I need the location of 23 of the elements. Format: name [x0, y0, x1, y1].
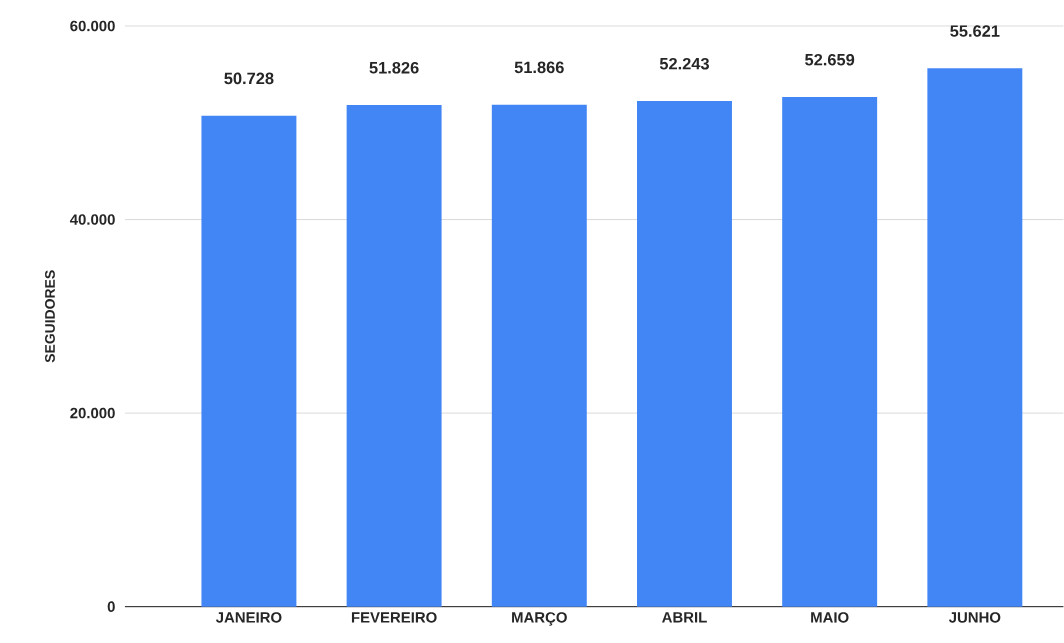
- y-axis-title: SEGUIDORES: [45, 270, 55, 363]
- y-tick-label: 60.000: [70, 20, 115, 32]
- bar: [927, 68, 1023, 607]
- data-label: 50.728: [224, 72, 274, 85]
- x-tick-label: JUNHO: [948, 612, 1001, 623]
- y-tick-label: 20.000: [70, 407, 115, 419]
- data-label: 55.621: [950, 25, 1000, 38]
- x-tick-label: JANEIRO: [215, 612, 282, 623]
- y-tick-label: 40.000: [69, 214, 115, 225]
- data-label: 51.826: [369, 62, 419, 74]
- data-label: 51.866: [514, 61, 564, 74]
- x-tick-label: FEVEREIRO: [351, 612, 437, 623]
- bar: [637, 101, 732, 607]
- x-tick-label: MARÇO: [512, 612, 567, 626]
- x-tick-label: ABRIL: [662, 612, 707, 623]
- bar: [491, 104, 587, 607]
- data-label: 52.243: [659, 58, 709, 70]
- data-label: 52.659: [805, 54, 855, 66]
- x-tick-label: MAIO: [811, 612, 849, 623]
- bar: [782, 97, 878, 607]
- bar: [201, 115, 297, 607]
- y-tick-label: 0: [107, 601, 115, 613]
- bar: [346, 105, 442, 607]
